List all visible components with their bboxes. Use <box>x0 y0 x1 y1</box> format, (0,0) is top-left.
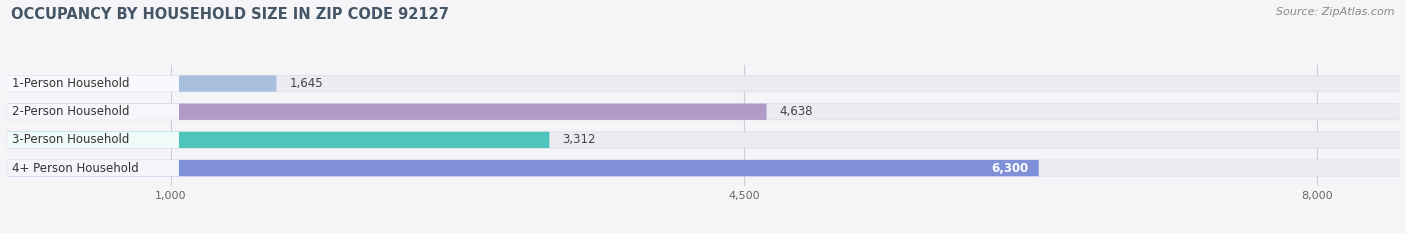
Text: 2-Person Household: 2-Person Household <box>11 105 129 118</box>
FancyBboxPatch shape <box>7 132 550 148</box>
FancyBboxPatch shape <box>7 75 179 92</box>
FancyBboxPatch shape <box>7 103 1399 120</box>
Text: 3,312: 3,312 <box>562 134 596 146</box>
FancyBboxPatch shape <box>7 160 179 176</box>
FancyBboxPatch shape <box>7 160 1039 176</box>
Text: 4+ Person Household: 4+ Person Household <box>11 161 139 175</box>
Text: Source: ZipAtlas.com: Source: ZipAtlas.com <box>1277 7 1395 17</box>
FancyBboxPatch shape <box>7 103 766 120</box>
Text: 4,638: 4,638 <box>780 105 813 118</box>
FancyBboxPatch shape <box>7 132 179 148</box>
FancyBboxPatch shape <box>7 132 1399 148</box>
Text: OCCUPANCY BY HOUSEHOLD SIZE IN ZIP CODE 92127: OCCUPANCY BY HOUSEHOLD SIZE IN ZIP CODE … <box>11 7 449 22</box>
FancyBboxPatch shape <box>7 75 1399 92</box>
Text: 1-Person Household: 1-Person Household <box>11 77 129 90</box>
FancyBboxPatch shape <box>7 160 1399 176</box>
FancyBboxPatch shape <box>7 103 179 120</box>
Text: 6,300: 6,300 <box>991 161 1029 175</box>
Text: 3-Person Household: 3-Person Household <box>11 134 129 146</box>
FancyBboxPatch shape <box>7 75 277 92</box>
Text: 1,645: 1,645 <box>290 77 323 90</box>
